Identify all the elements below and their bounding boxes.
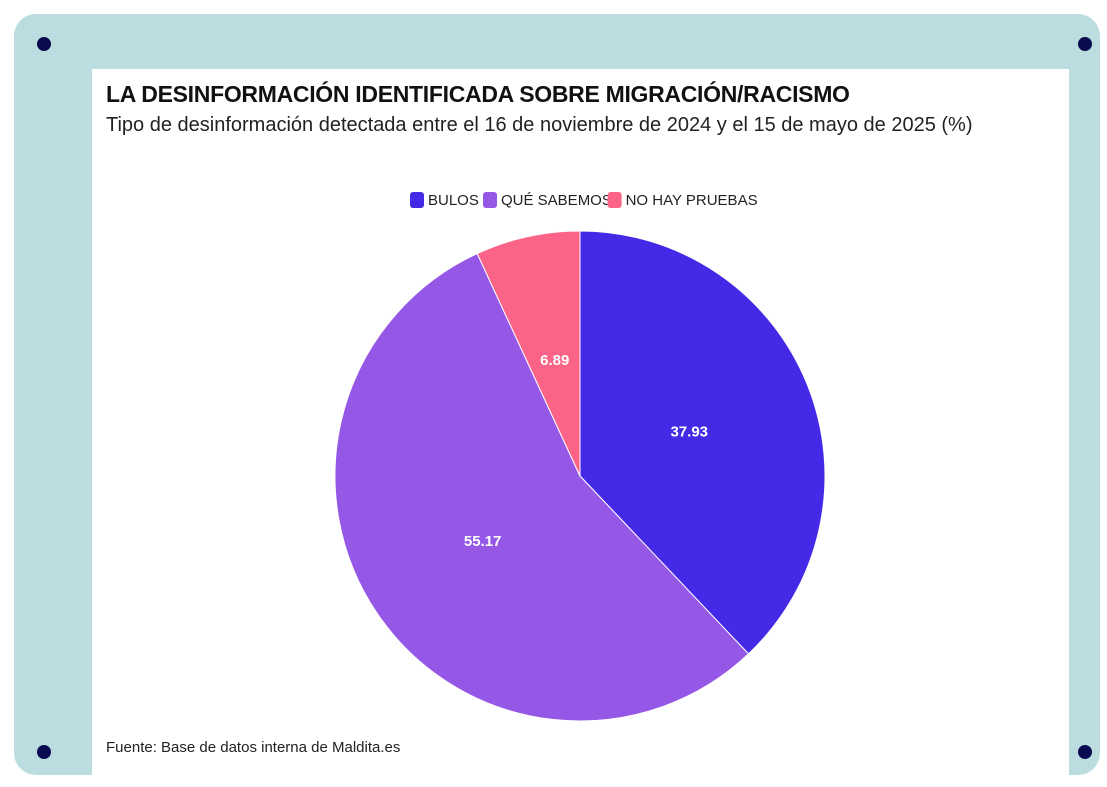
legend-swatch [410,192,424,208]
legend-label: BULOS [428,192,479,209]
pie-slice [579,230,826,655]
source-note: Fuente: Base de datos interna de Maldita… [106,739,401,756]
legend-swatch [483,192,497,208]
corner-dot [1078,37,1092,51]
chart: BULOS QUÉ SABEMOS NO HAY PRUEBAS 37.93 55.17… [334,192,826,722]
corner-dot [37,745,51,759]
chart-title: LA DESINFORMACIÓN IDENTIFICADA SOBRE MIG… [106,81,850,107]
corner-dot [1078,745,1092,759]
data-label: 6.89 [540,352,569,369]
chart-panel: LA DESINFORMACIÓN IDENTIFICADA SOBRE MIG… [92,69,1069,776]
pie-slice [334,252,750,722]
data-label: 37.93 [670,423,708,440]
pie-slice [476,230,581,477]
corner-dot [37,37,51,51]
legend-label: NO HAY PRUEBAS [626,192,758,209]
legend-swatch [607,192,622,208]
card: LA DESINFORMACIÓN IDENTIFICADA SOBRE MIG… [14,14,1100,776]
chart-subtitle: Tipo de desinformación detectada entre e… [106,114,973,136]
legend-label: QUÉ SABEMOS [501,192,612,209]
data-label: 55.17 [464,533,502,550]
